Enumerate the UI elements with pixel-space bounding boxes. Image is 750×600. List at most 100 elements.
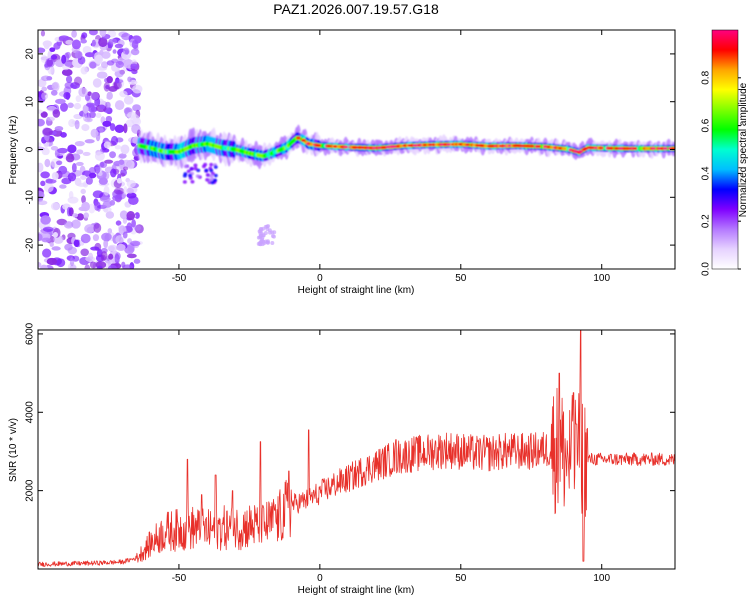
noise-blob	[38, 233, 43, 242]
noise-blob	[71, 219, 81, 229]
noise-blob	[93, 222, 102, 233]
noise-blob	[99, 161, 108, 169]
noise-blob	[122, 231, 128, 239]
ridge-tail	[195, 174, 200, 178]
noise-blob	[123, 95, 134, 105]
noise-blob	[131, 219, 136, 228]
noise-blob	[41, 237, 51, 243]
y-tick-label: 6000	[25, 322, 36, 345]
noise-blob	[115, 235, 125, 244]
noise-blob	[132, 104, 141, 112]
noise-blob	[82, 151, 91, 156]
noise-blob	[40, 264, 48, 269]
ridge-peak	[659, 147, 665, 151]
ridge-peak	[651, 147, 656, 151]
noise-blob	[67, 144, 77, 154]
noise-blob	[50, 54, 58, 60]
noise-blob	[40, 171, 50, 179]
noise-blob	[74, 119, 80, 130]
noise-blob	[81, 32, 88, 39]
noise-blob	[106, 76, 113, 84]
noise-blob	[96, 265, 103, 269]
colorbar: 0.0 0.2 0.4 0.6 0.8 Normalized spectral ampl…	[701, 29, 749, 276]
spectrogram-xlabel: Height of straight line (km)	[298, 285, 415, 296]
noise-blob	[88, 172, 97, 179]
noise-blob	[65, 39, 74, 45]
ridge-peak	[316, 143, 322, 147]
noise-blob	[76, 149, 84, 155]
noise-blob	[126, 210, 136, 221]
noise-blob	[109, 151, 116, 159]
noise-blob	[99, 127, 104, 133]
noise-blob	[52, 109, 61, 118]
ridge-peak	[431, 143, 437, 147]
ridge-tail	[186, 169, 191, 174]
ridge-peak	[402, 144, 408, 148]
noise-blob	[80, 175, 87, 180]
noise-blob	[38, 146, 45, 151]
noise-blob	[64, 61, 72, 67]
noise-blob	[105, 211, 115, 219]
noise-blob	[88, 167, 96, 175]
noise-blob	[74, 177, 82, 186]
noise-blob	[122, 47, 130, 55]
noise-blob	[38, 47, 46, 53]
noise-blob	[80, 233, 91, 244]
noise-blob	[76, 213, 85, 221]
noise-blob	[44, 158, 51, 168]
noise-blob	[130, 48, 140, 56]
noise-blob	[109, 38, 118, 45]
y-tick-label: 2000	[25, 479, 36, 502]
noise-blob	[103, 141, 111, 149]
snr-frame	[37, 329, 676, 570]
noise-blob	[71, 39, 81, 50]
ridge-peak	[529, 144, 535, 148]
noise-blob	[40, 111, 48, 118]
snr-ylabel: SNR (10 * v/v)	[8, 418, 19, 482]
noise-blob	[78, 87, 88, 97]
ridge-peak	[536, 144, 541, 148]
noise-blob	[60, 102, 68, 112]
noise-blob	[134, 212, 140, 219]
noise-blob	[47, 116, 55, 122]
ridge-peak	[598, 146, 604, 150]
noise-blob	[114, 144, 122, 150]
ridge-peak	[578, 149, 584, 153]
noise-blob	[101, 232, 112, 242]
spectrogram-ticks: -50 0 50 100 -20 -10 0 10 20	[25, 30, 675, 284]
noise-blob	[258, 235, 263, 240]
noise-blob	[122, 217, 128, 224]
noise-blob	[110, 168, 117, 178]
noise-blob	[112, 49, 117, 54]
noise-blob	[61, 68, 73, 77]
ridge-tail	[205, 173, 210, 177]
noise-blob	[74, 141, 85, 147]
colorbar-scale	[712, 30, 738, 269]
noise-blob	[56, 160, 63, 166]
ridge-peak	[296, 136, 301, 140]
noise-blob	[92, 78, 102, 88]
noise-blob	[80, 39, 87, 44]
noise-blob	[65, 75, 73, 84]
ridge-peak	[343, 145, 349, 149]
noise-blob	[69, 257, 75, 267]
noise-blob	[81, 195, 86, 204]
noise-blob	[72, 213, 79, 218]
noise-blob	[126, 187, 134, 194]
noise-blob	[82, 111, 88, 122]
noise-blob	[88, 30, 98, 36]
y-tick-label: 20	[25, 48, 36, 60]
noise-blob	[51, 82, 59, 90]
colorbar-tick-label: 0.8	[701, 70, 712, 84]
noise-blob	[130, 240, 141, 247]
noise-blob	[119, 210, 128, 220]
colorbar-tick-label: 0.6	[701, 118, 712, 132]
noise-blob	[71, 162, 77, 173]
noise-blob	[103, 239, 109, 249]
noise-blob	[85, 102, 96, 108]
spectral-ridge	[136, 124, 675, 185]
y-tick-label: 4000	[25, 401, 36, 424]
ridge-tail	[205, 178, 210, 182]
noise-blob	[67, 102, 74, 109]
noise-blob	[109, 123, 116, 131]
